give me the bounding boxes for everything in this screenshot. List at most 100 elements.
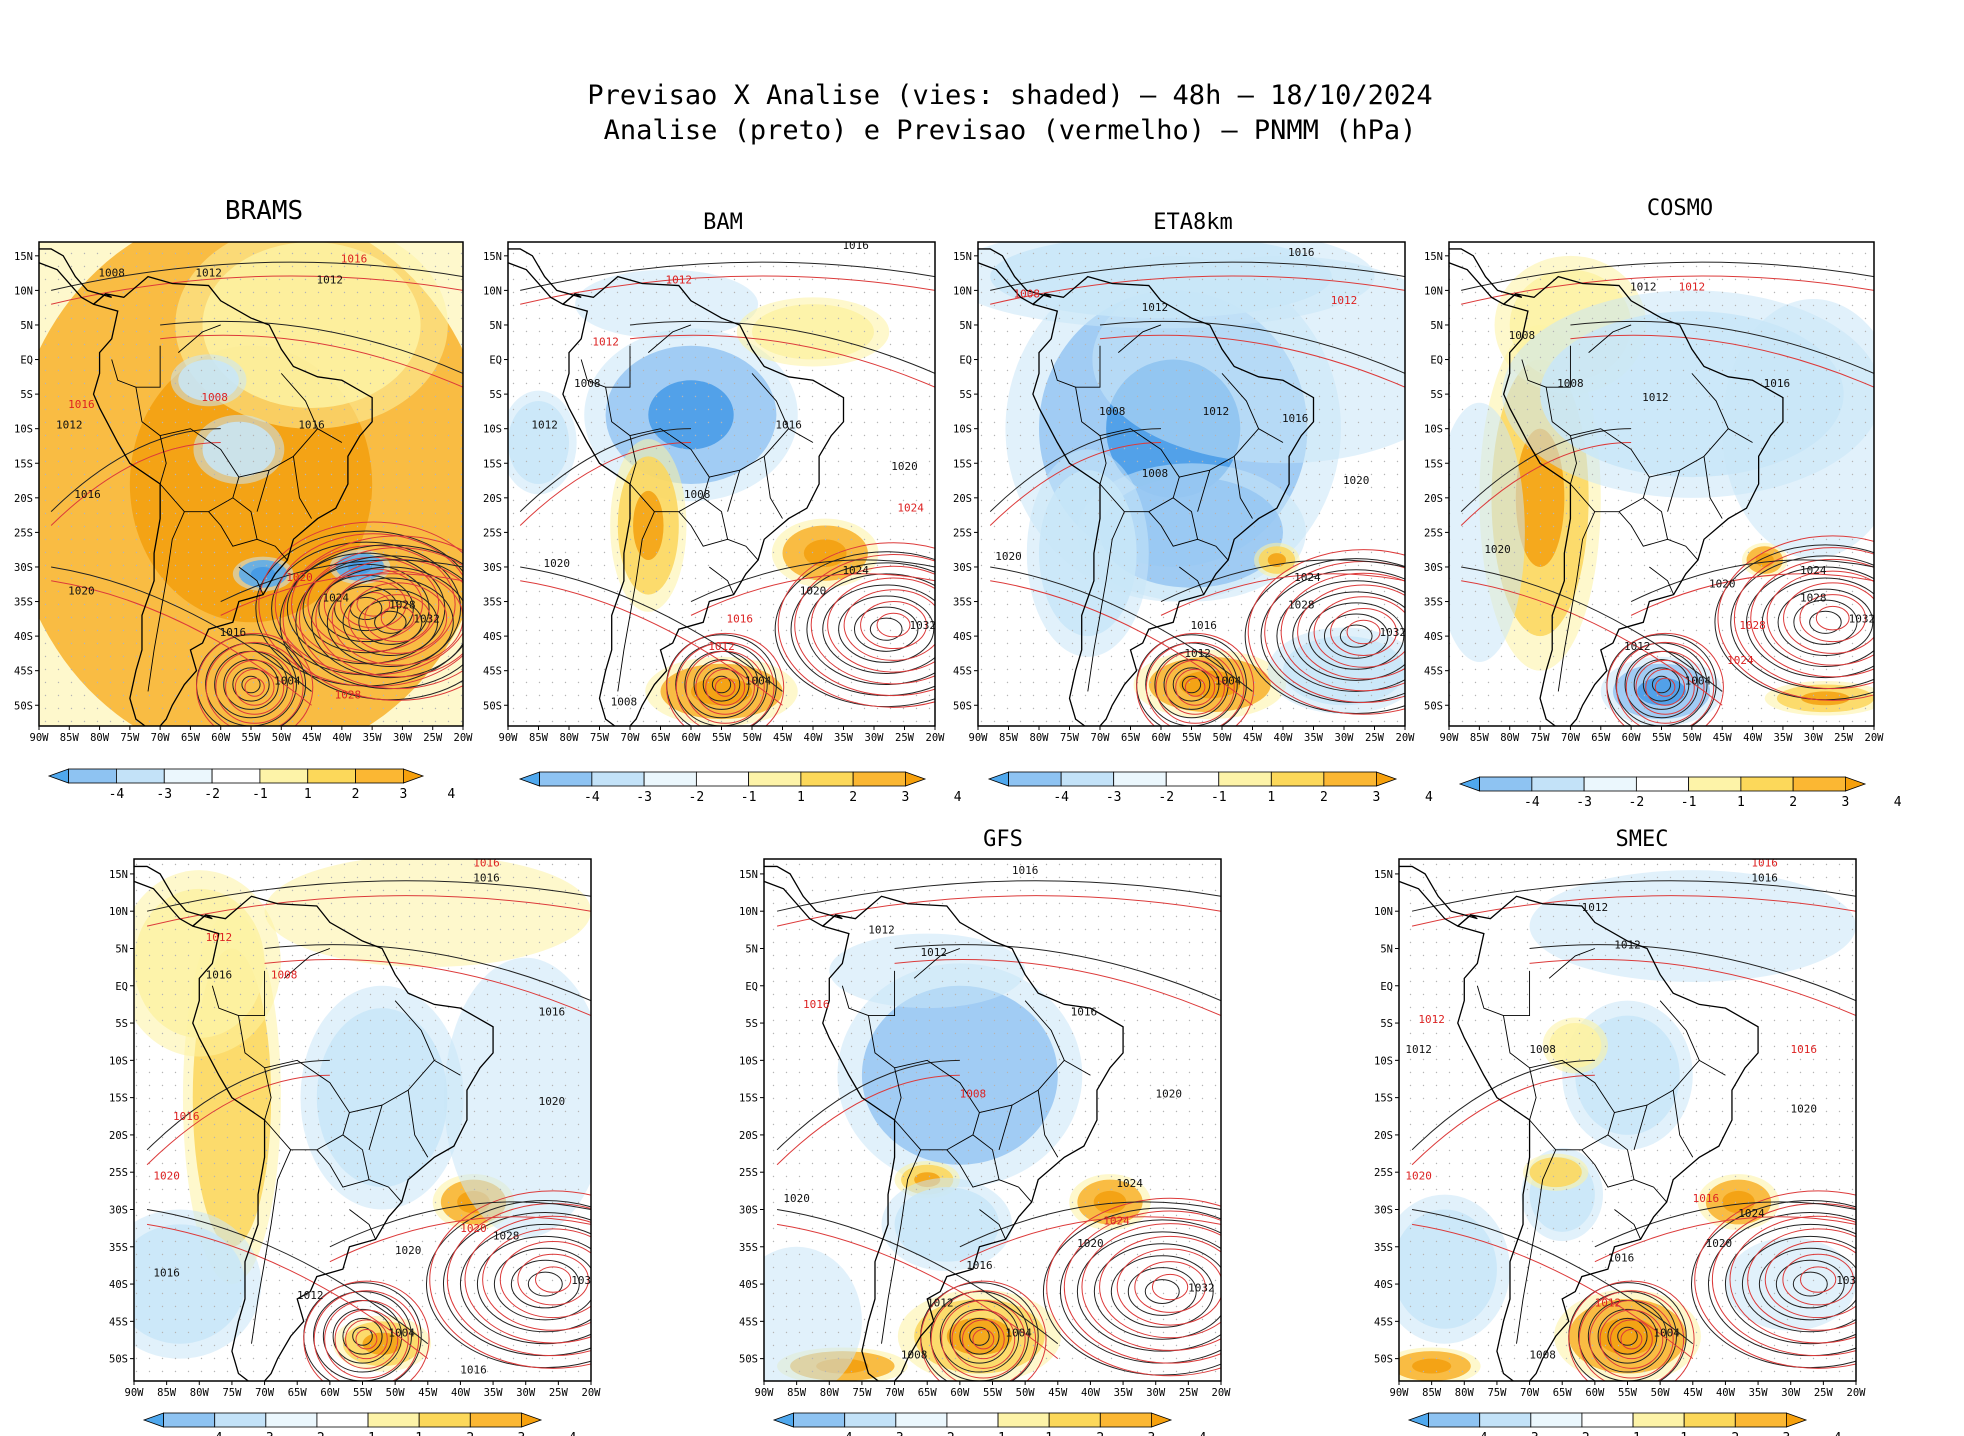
y-tick-label: 25S bbox=[109, 1167, 128, 1179]
y-tick-label: 30S bbox=[953, 562, 972, 574]
y-tick-label: EQ bbox=[20, 355, 33, 367]
contour-label: 1016 bbox=[298, 419, 325, 432]
x-tick-label: 85W bbox=[529, 732, 549, 744]
x-tick-label: 45W bbox=[1713, 732, 1733, 744]
colorbar-label: 1 bbox=[1267, 790, 1275, 805]
contour-label: 1012 bbox=[1418, 1013, 1445, 1026]
x-tick-label: 65W bbox=[651, 732, 671, 744]
colorbar-swatch bbox=[214, 1412, 267, 1428]
x-tick-label: 55W bbox=[1182, 732, 1202, 744]
contour-label: 1016 bbox=[74, 488, 101, 501]
y-tick-label: 10S bbox=[1374, 1055, 1393, 1067]
x-tick-label: 25W bbox=[1179, 1387, 1199, 1399]
x-tick-label: 25W bbox=[549, 1387, 569, 1399]
colorbar-label: -4 bbox=[1472, 1431, 1488, 1436]
colorbar-label: 2 bbox=[1731, 1431, 1739, 1436]
contour-label: 1008 bbox=[574, 377, 601, 390]
colorbar: -4 -3 -2 -1 1 2 3 4 bbox=[518, 771, 962, 805]
colorbar-swatch bbox=[1151, 1412, 1173, 1428]
x-tick-label: 80W bbox=[90, 732, 110, 744]
x-tick-label: 90W bbox=[755, 1387, 775, 1399]
y-tick-label: 45S bbox=[953, 666, 972, 678]
y-tick-label: 50S bbox=[953, 700, 972, 712]
x-tick-label: 35W bbox=[1773, 732, 1793, 744]
colorbar-label: -4 bbox=[1524, 795, 1540, 810]
y-tick-label: 10N bbox=[483, 285, 502, 297]
y-tick-label: 10S bbox=[1424, 424, 1443, 436]
x-tick-label: 35W bbox=[1749, 1387, 1769, 1399]
x-tick-label: 80W bbox=[820, 1387, 840, 1399]
contour-label: 1020 bbox=[395, 1244, 422, 1257]
x-tick-label: 50W bbox=[1651, 1387, 1671, 1399]
colorbar-swatch bbox=[1786, 1412, 1808, 1428]
contour-label: 1020 bbox=[1156, 1088, 1183, 1101]
panel-title: BRAMS bbox=[225, 196, 303, 226]
colorbar-label: -4 bbox=[207, 1431, 223, 1436]
x-tick-label: 85W bbox=[60, 732, 80, 744]
contour-label: 1012 bbox=[1405, 1043, 1432, 1056]
y-tick-label: 5S bbox=[959, 389, 972, 401]
map-content: 1012 1012 1008 1008 1016 1012 1020 1024 1028 1020… bbox=[1449, 242, 1874, 726]
y-tick-label: 5S bbox=[20, 389, 33, 401]
colorbar-label: -2 bbox=[309, 1431, 325, 1436]
y-tick-label: 5S bbox=[115, 1018, 128, 1030]
x-tick-label: 90W bbox=[969, 732, 989, 744]
y-tick-label: 30S bbox=[483, 562, 502, 574]
x-tick-label: 65W bbox=[288, 1387, 308, 1399]
map-content: 1016 1008 1012 1012 1008 1012 1016 1020 1008 1020… bbox=[978, 242, 1405, 726]
contour-labels: 1016 1008 1012 1012 1008 1012 1016 1020 1008 1020… bbox=[995, 246, 1405, 688]
x-tick-label: 30W bbox=[393, 732, 413, 744]
borders bbox=[1521, 324, 1753, 692]
y-tick-label: 50S bbox=[739, 1354, 758, 1366]
contour-label: 1016 bbox=[1012, 864, 1039, 877]
panel-title: COSMO bbox=[1647, 196, 1713, 221]
contour-labels: 1016 1016 1012 1012 1012 1012 1008 1016 1020 1020… bbox=[1405, 859, 1856, 1362]
isobars bbox=[50, 261, 463, 726]
contour-label: 1016 bbox=[206, 968, 233, 981]
y-tick-label: 25S bbox=[1374, 1167, 1393, 1179]
contour-label: 1024 bbox=[1116, 1177, 1143, 1190]
map-content: 1008 1012 1012 1016 1016 1012 1008 1016 1016 1020… bbox=[39, 242, 463, 726]
contour-label: 1016 bbox=[539, 1006, 566, 1019]
contour-label: 1008 bbox=[1509, 329, 1536, 342]
coastlines bbox=[134, 865, 494, 1381]
y-tick-label: 20S bbox=[14, 493, 33, 505]
x-tick-label: 80W bbox=[1455, 1387, 1475, 1399]
panel-cosmo: 1012 1012 1008 1008 1016 1012 1020 1024 1028 1020… bbox=[1424, 196, 1902, 810]
colorbar-swatch bbox=[47, 768, 69, 784]
x-tick-label: 30W bbox=[1335, 732, 1355, 744]
contour-label: 1024 bbox=[1103, 1214, 1130, 1227]
y-tick-label: 15S bbox=[109, 1093, 128, 1105]
contour-label: 1012 bbox=[1642, 391, 1669, 404]
coastlines bbox=[1399, 865, 1759, 1381]
contour-label: 1028 bbox=[335, 688, 362, 701]
colorbar-label: -1 bbox=[1211, 790, 1227, 805]
contour-label: 1028 bbox=[493, 1229, 520, 1242]
y-tick-label: 25S bbox=[739, 1167, 758, 1179]
colorbar-label: 2 bbox=[1096, 1431, 1104, 1436]
y-tick-label: 40S bbox=[483, 631, 502, 643]
y-tick-label: 15S bbox=[1374, 1093, 1393, 1105]
x-tick-label: 30W bbox=[1781, 1387, 1801, 1399]
y-tick-label: 35S bbox=[14, 597, 33, 609]
contour-label: 1024 bbox=[1738, 1207, 1765, 1220]
y-tick-label: 20S bbox=[1374, 1130, 1393, 1142]
y-tick-label: 10N bbox=[1424, 285, 1443, 297]
colorbar-swatch bbox=[1428, 1412, 1481, 1428]
colorbar-swatch bbox=[772, 1412, 794, 1428]
colorbar-swatch bbox=[367, 1412, 420, 1428]
y-tick-label: 40S bbox=[739, 1279, 758, 1291]
colorbar-swatch bbox=[307, 768, 356, 784]
colorbar-swatch bbox=[800, 771, 854, 787]
colorbar: -4 -3 -2 -1 1 2 3 4 bbox=[772, 1412, 1207, 1436]
colorbar-swatch bbox=[895, 1412, 948, 1428]
panel-title: SMEC bbox=[1616, 827, 1669, 852]
x-tick-label: 50W bbox=[1682, 732, 1702, 744]
x-tick-label: 35W bbox=[484, 1387, 504, 1399]
x-tick-label: 85W bbox=[1422, 1387, 1442, 1399]
y-tick-label: EQ bbox=[115, 981, 128, 993]
x-tick-label: 25W bbox=[1814, 1387, 1834, 1399]
panel-gfs: 1016 1012 1012 1016 1016 1008 1020 1020 1024 1024… bbox=[739, 827, 1231, 1436]
y-tick-label: 5S bbox=[745, 1018, 758, 1030]
contour-label: 1028 bbox=[1739, 619, 1766, 632]
